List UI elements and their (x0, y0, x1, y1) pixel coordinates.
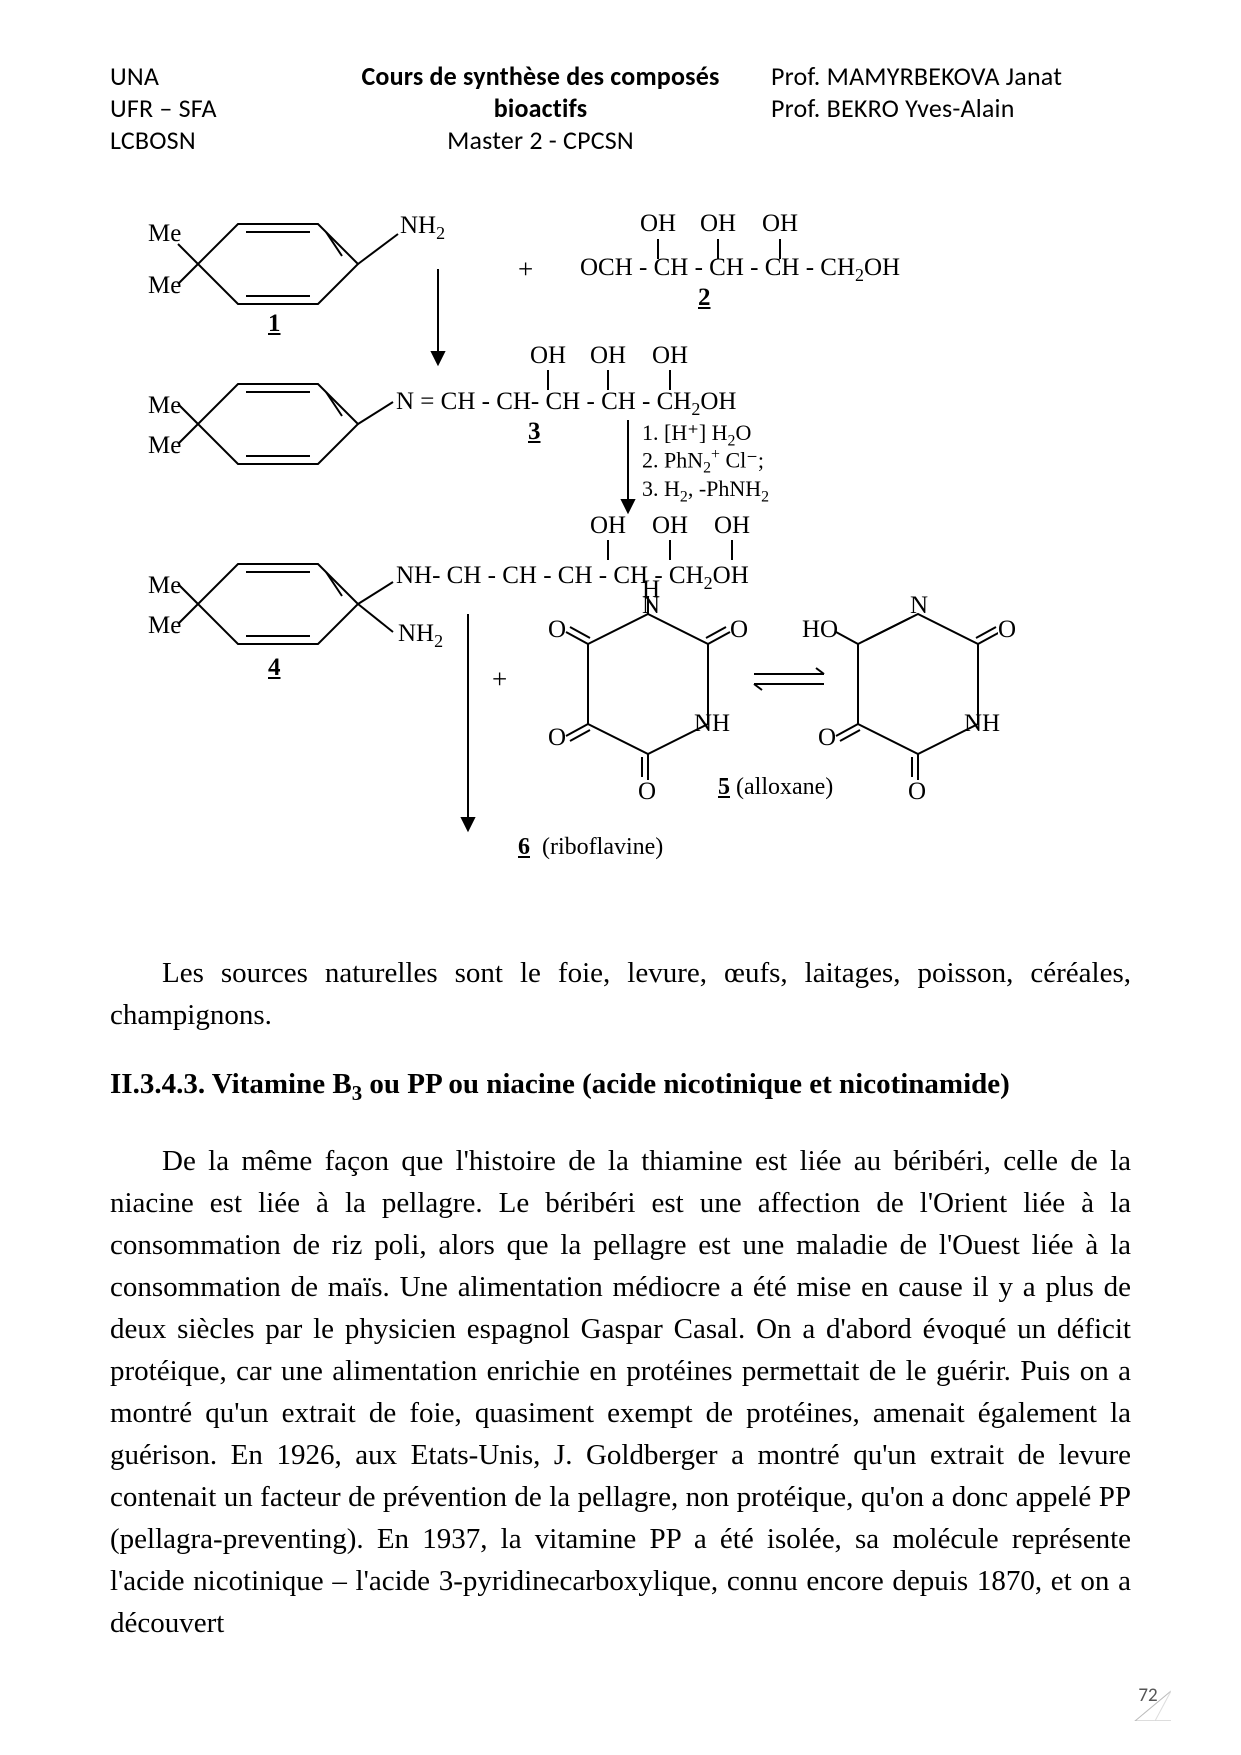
scheme-svg (118, 184, 998, 924)
lbl-oh-b1: OH (530, 342, 566, 370)
lbl-oh-a1: OH (640, 210, 676, 238)
lbl-plus2: + (492, 664, 507, 695)
lbl-oh-c2: OH (652, 512, 688, 540)
lbl-step3: 3. H2, -PhNH2 (642, 476, 769, 506)
prof-2: Prof. BEKRO Yves-Alain (771, 92, 1131, 124)
lbl-comp2: OCH - CH - CH - CH - CH2OH (580, 254, 900, 286)
hdr-una: UNA (110, 60, 310, 92)
reaction-scheme: Me Me NH2 1 + OH OH OH OCH - CH - CH - C… (118, 184, 998, 924)
lbl-nh2-bot: NH2 (398, 620, 443, 652)
lbl-me5: Me (148, 572, 181, 600)
course-title-2: bioactifs (310, 92, 771, 124)
lbl-oh-b2: OH (590, 342, 626, 370)
lbl-allox-O6: O (818, 724, 836, 752)
lbl-allox-O2: O (730, 616, 748, 644)
lbl-num5: 5 (alloxane) (718, 774, 833, 801)
page-corner-icon (1125, 1681, 1171, 1721)
page: UNA UFR – SFA LCBOSN Cours de synthèse d… (0, 0, 1241, 1755)
lbl-num3: 3 (528, 418, 541, 446)
lbl-allox-O1: O (548, 616, 566, 644)
header-center: Cours de synthèse des composés bioactifs… (310, 60, 771, 156)
lbl-num2: 2 (698, 284, 711, 312)
course-sub: Master 2 - CPCSN (310, 124, 771, 156)
hdr-ufr: UFR – SFA (110, 92, 310, 124)
course-title-1: Cours de synthèse des composés (310, 60, 771, 92)
lbl-allox-N2: N (910, 592, 928, 620)
header: UNA UFR – SFA LCBOSN Cours de synthèse d… (110, 60, 1131, 156)
lbl-oh-a3: OH (762, 210, 798, 238)
lbl-num4: 4 (268, 654, 281, 682)
lbl-oh-c1: OH (590, 512, 626, 540)
lbl-num6: 6 (riboflavine) (518, 834, 663, 861)
lbl-allox-O7: O (908, 778, 926, 806)
section-title: II.3.4.3. Vitamine B3 ou PP ou niacine (… (110, 1068, 1131, 1106)
lbl-comp4: NH- CH - CH - CH - CH - CH2OH (396, 562, 749, 594)
lbl-me2: Me (148, 272, 181, 300)
lbl-allox-N1: N (642, 592, 660, 620)
lbl-allox-O3: O (548, 724, 566, 752)
paragraph-sources: Les sources naturelles sont le foie, lev… (110, 952, 1131, 1036)
lbl-allox-HO: HO (802, 616, 838, 644)
lbl-me6: Me (148, 612, 181, 640)
lbl-oh-c3: OH (714, 512, 750, 540)
lbl-me3: Me (148, 392, 181, 420)
header-right: Prof. MAMYRBEKOVA Janat Prof. BEKRO Yves… (771, 60, 1131, 124)
lbl-oh-b3: OH (652, 342, 688, 370)
header-left: UNA UFR – SFA LCBOSN (110, 60, 310, 156)
page-number: 72 (1125, 1681, 1171, 1721)
lbl-allox-O4: O (638, 778, 656, 806)
lbl-me4: Me (148, 432, 181, 460)
lbl-num1: 1 (268, 310, 281, 338)
lbl-oh-a2: OH (700, 210, 736, 238)
lbl-allox-NH1: NH (694, 710, 730, 738)
lbl-allox-O5: O (998, 616, 1016, 644)
hdr-lcbosn: LCBOSN (110, 124, 310, 156)
lbl-me1: Me (148, 220, 181, 248)
lbl-step2: 2. PhN2+ Cl⁻; (642, 446, 764, 478)
lbl-allox-NH2: NH (964, 710, 1000, 738)
prof-1: Prof. MAMYRBEKOVA Janat (771, 60, 1131, 92)
paragraph-main: De la même façon que l'histoire de la th… (110, 1140, 1131, 1645)
lbl-nh2-top: NH2 (400, 212, 445, 244)
lbl-plus1: + (518, 254, 533, 285)
lbl-comp3: N = CH - CH- CH - CH - CH2OH (396, 388, 736, 420)
